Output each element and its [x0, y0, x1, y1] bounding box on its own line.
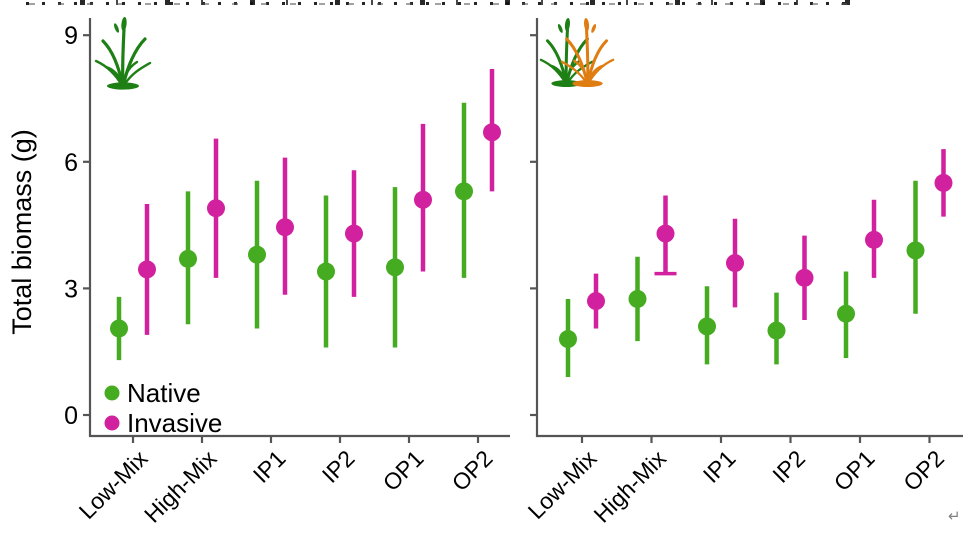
native-point [906, 241, 925, 260]
invasive-point [276, 218, 294, 237]
native-point [110, 319, 128, 338]
seed-head [121, 17, 127, 31]
grass-base [107, 82, 139, 90]
orange-tuft [560, 18, 615, 87]
x-tick-label: OP1 [378, 445, 429, 496]
y-tick-label: 0 [64, 402, 78, 430]
green-tuft [539, 18, 594, 87]
y-tick-label: 9 [64, 22, 78, 50]
y-tick-label: 6 [64, 149, 78, 177]
grass-base [572, 80, 603, 87]
native-point [386, 258, 404, 277]
native-point [837, 304, 855, 323]
cropped-text-row [29, 3, 861, 5]
invasive-point [795, 268, 814, 287]
x-tick-label: IP2 [767, 445, 810, 488]
x-tick-label: OP2 [447, 445, 498, 496]
grass-base [551, 80, 582, 87]
cropped-text-row [33, 0, 865, 5]
seed-head [564, 18, 571, 32]
invasive-point [483, 123, 501, 142]
invasive-point [414, 190, 432, 209]
x-tick-label: High-Mix [139, 445, 222, 528]
seed-head [583, 18, 590, 32]
invasive-point [934, 173, 953, 192]
legend-dot-native [104, 385, 120, 401]
invasive-point [865, 230, 883, 249]
invasive-point [587, 292, 605, 311]
legend-dot-invasive [104, 415, 120, 431]
native-point [248, 245, 266, 264]
native-point [317, 262, 335, 281]
native-grass-icon [94, 17, 152, 90]
invasive-point [656, 224, 675, 243]
x-tick-label: IP1 [248, 445, 291, 488]
legend-label-invasive: Invasive [127, 408, 222, 438]
invasive-point [138, 260, 156, 279]
seed-leaf [591, 23, 597, 33]
native-and-invasive-grass-icon [539, 18, 615, 87]
invasive-point [726, 254, 744, 273]
y-tick-label: 3 [64, 275, 78, 303]
native-point [767, 321, 786, 340]
cropped-text-artifact [26, 0, 865, 7]
native-point [179, 249, 197, 268]
native-point [559, 330, 577, 349]
legend-label-native: Native [127, 378, 201, 408]
invasive-point [345, 224, 363, 243]
native-point [698, 317, 716, 336]
x-tick-label: OP1 [829, 445, 880, 496]
x-tick-label: IP1 [698, 445, 741, 488]
x-tick-label: High-Mix [588, 445, 671, 528]
y-axis-title: Total biomass (g) [7, 129, 37, 335]
x-tick-label: OP2 [898, 445, 949, 496]
invasive-point [207, 199, 225, 218]
x-tick-label: IP2 [317, 445, 360, 488]
native-point [628, 289, 647, 308]
paragraph-return-mark: ↵ [948, 507, 961, 525]
native-point [455, 182, 473, 201]
seed-leaf [113, 23, 120, 33]
seed-leaf [557, 23, 563, 33]
